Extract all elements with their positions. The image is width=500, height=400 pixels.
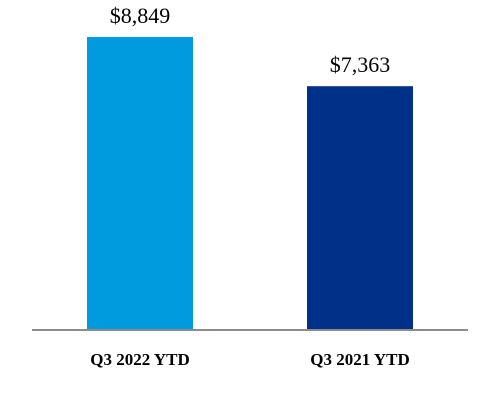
bars-group (87, 37, 413, 331)
data-label-1: $7,363 (330, 52, 391, 77)
data-label-0: $8,849 (110, 3, 171, 28)
x-tick-labels-group: Q3 2022 YTD Q3 2021 YTD (90, 350, 410, 369)
bar-0 (87, 37, 193, 330)
bar-1 (307, 86, 413, 331)
x-tick-label-1: Q3 2021 YTD (310, 350, 410, 369)
data-labels-group: $8,849 $7,363 (110, 3, 391, 77)
x-tick-label-0: Q3 2022 YTD (90, 350, 190, 369)
